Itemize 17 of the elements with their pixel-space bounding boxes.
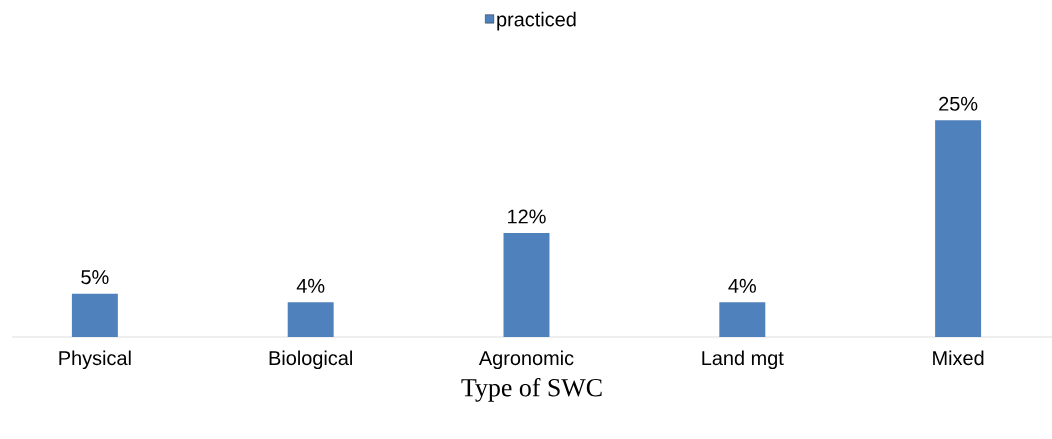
data-label: 4% — [296, 278, 325, 293]
x-tick-label: Mixed — [933, 350, 984, 366]
bar — [935, 120, 982, 337]
data-label: 5% — [81, 270, 109, 285]
x-tick-label: Agronomic — [478, 350, 574, 370]
x-axis-title: Type of SWC — [461, 377, 602, 402]
x-tick-label: Physical — [59, 350, 131, 370]
bar — [503, 233, 550, 337]
bar — [287, 302, 334, 337]
legend-label: practiced — [497, 11, 576, 31]
x-tick-label: Land mgt — [702, 350, 784, 370]
bar — [71, 293, 118, 337]
data-label: 25% — [939, 96, 978, 111]
x-tick-label: Biological — [269, 350, 352, 370]
data-label: 4% — [728, 278, 756, 293]
bar — [719, 302, 766, 337]
data-label: 12% — [508, 209, 546, 224]
